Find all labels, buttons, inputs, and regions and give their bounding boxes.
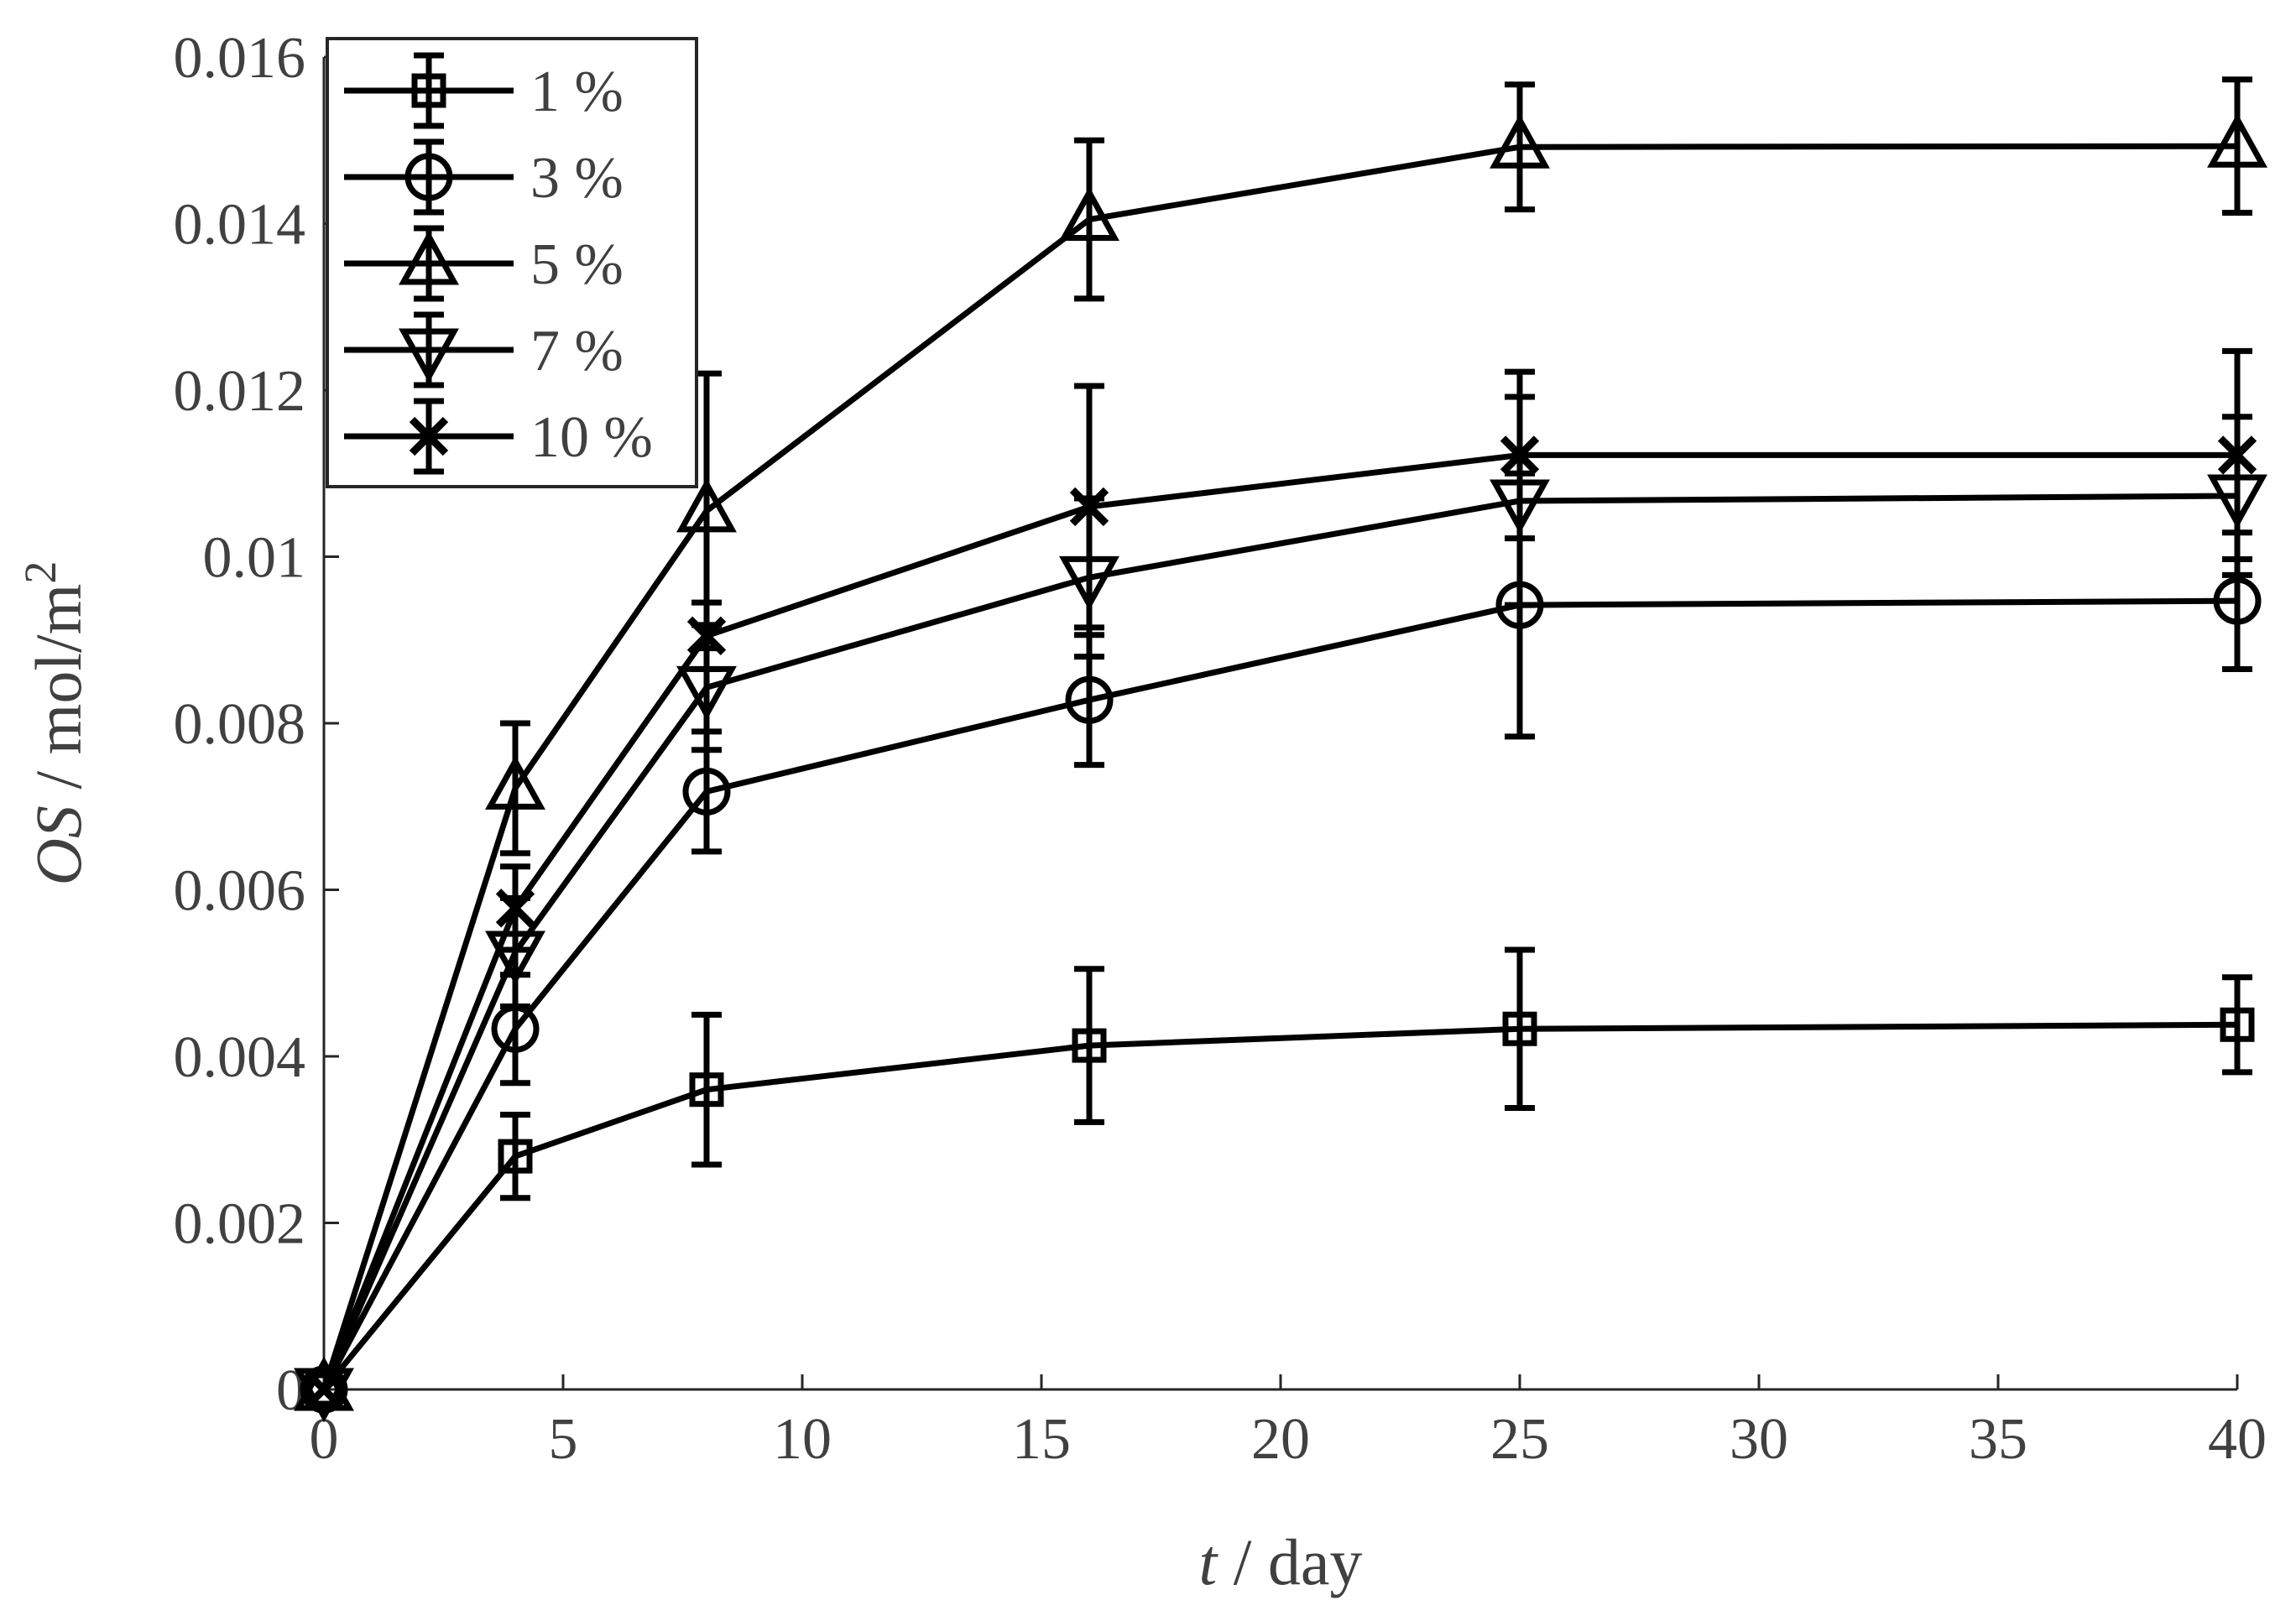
legend-entry: 5 % — [344, 225, 624, 302]
x-axis-label-var: t — [1199, 1525, 1219, 1598]
x-tick-label: 5 — [549, 1407, 578, 1472]
data-point — [1500, 435, 1540, 475]
legend-marker — [404, 153, 453, 201]
legend-entry: 1 % — [344, 52, 624, 129]
x-tick-label: 10 — [773, 1407, 832, 1472]
series-line — [321, 451, 2237, 1391]
y-tick-label: 0.008 — [174, 692, 306, 757]
data-point — [304, 1369, 344, 1410]
legend-marker — [399, 230, 459, 285]
series-5 — [304, 347, 2257, 1410]
series-3 — [294, 76, 2267, 1411]
x-axis-label-unit: / day — [1217, 1525, 1362, 1598]
series-line — [321, 597, 2238, 1391]
y-tick-label: 0.004 — [174, 1025, 306, 1090]
data-point — [1072, 1028, 1107, 1063]
data-point — [686, 616, 727, 655]
legend-label: 7 % — [530, 319, 624, 383]
x-axis-label: t / day — [1199, 1525, 1363, 1598]
data-point — [676, 477, 737, 533]
y-tick-label: 0.014 — [174, 193, 306, 258]
series-1 — [306, 946, 2255, 1407]
legend-marker — [409, 416, 449, 456]
legend-label: 10 % — [530, 405, 653, 470]
legend-entry: 3 % — [344, 138, 624, 216]
data-point — [2213, 576, 2262, 625]
plot-area — [294, 76, 2267, 1423]
data-point — [1065, 675, 1114, 724]
data-point — [485, 755, 545, 810]
y-axis-label-unit: / mol/m — [22, 584, 95, 805]
series-line — [321, 493, 2238, 1391]
y-tick-label: 0.012 — [174, 359, 306, 424]
legend: 1 % 3 % 5 % 7 % 10 % — [326, 37, 698, 488]
y-axis-label-var: OS — [22, 805, 95, 885]
data-point — [498, 1139, 533, 1174]
y-tick-label: 0.006 — [174, 859, 306, 924]
data-point — [1490, 113, 1550, 169]
y-tick-label: 0.016 — [174, 26, 306, 91]
data-point — [294, 1368, 354, 1423]
y-tick-label: 0.002 — [174, 1192, 306, 1257]
axes: 0 5 10 15 20 25 30 35 4000.0020.0040.0060.0080.0… — [174, 26, 2267, 1472]
y-tick-label: 0.01 — [203, 526, 306, 591]
x-tick-label: 40 — [2208, 1407, 2267, 1472]
data-point — [682, 767, 731, 816]
axis-labels: t / day OS / mol/m2 — [15, 561, 1362, 1598]
y-axis-label-sup: 2 — [15, 561, 65, 584]
series-line — [321, 1021, 2238, 1392]
data-point — [2217, 435, 2257, 475]
legend-entry: 7 % — [344, 311, 624, 388]
legend-label: 5 % — [530, 232, 624, 297]
data-point — [2220, 1007, 2255, 1042]
data-point — [495, 889, 535, 928]
data-point — [2207, 112, 2267, 168]
series-line — [321, 143, 2238, 1391]
data-point — [1059, 186, 1119, 242]
y-axis-label: OS / mol/m2 — [15, 561, 95, 886]
data-point — [294, 1356, 354, 1411]
x-tick-label: 35 — [1969, 1407, 2027, 1472]
legend-marker — [399, 328, 459, 383]
data-point — [1502, 1011, 1537, 1046]
legend-marker — [411, 73, 446, 108]
x-tick-label: 20 — [1251, 1407, 1310, 1472]
data-point — [689, 1072, 724, 1108]
legend-label: 3 % — [530, 146, 624, 211]
data-point — [1069, 487, 1109, 527]
legend-entry: 10 % — [344, 398, 653, 475]
legend-label: 1 % — [530, 60, 624, 124]
x-tick-label: 15 — [1012, 1407, 1071, 1472]
x-tick-label: 30 — [1730, 1407, 1788, 1472]
x-tick-label: 25 — [1490, 1407, 1549, 1472]
